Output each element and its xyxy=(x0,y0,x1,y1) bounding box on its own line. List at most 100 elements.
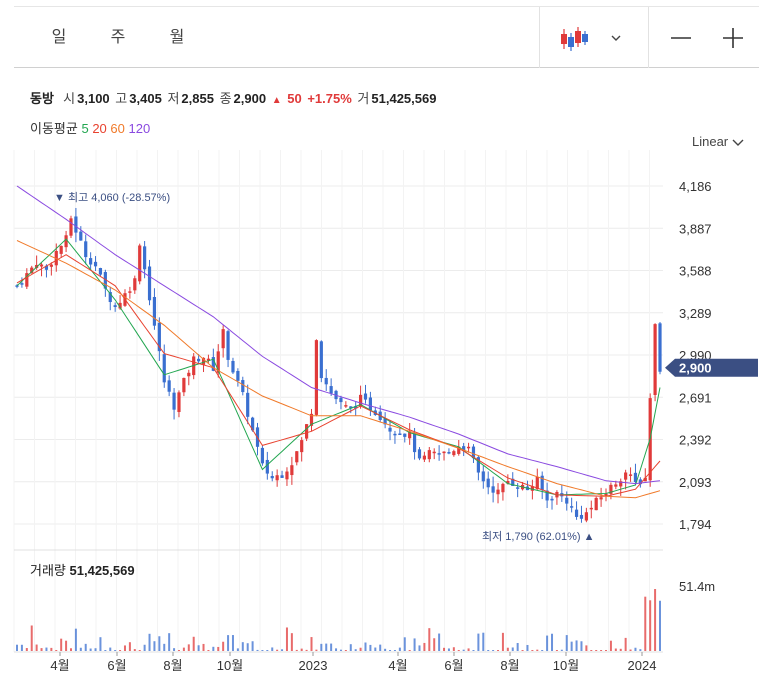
candle-body xyxy=(98,268,103,275)
candle-body xyxy=(15,285,19,287)
volume-bar xyxy=(69,648,72,651)
candle-body xyxy=(147,266,152,301)
volume-bar xyxy=(173,648,176,651)
candle-body xyxy=(349,406,353,409)
volume-bar xyxy=(605,650,608,651)
volume-bar xyxy=(585,645,588,651)
zoom-out-button[interactable] xyxy=(666,23,696,53)
volume-bar xyxy=(325,643,328,651)
high-label: 고 xyxy=(115,91,128,106)
volume-bar xyxy=(497,650,500,651)
scale-dropdown[interactable]: Linear xyxy=(692,134,744,149)
volume-label: 거 xyxy=(357,91,370,106)
chart-type-dropdown[interactable] xyxy=(558,25,638,53)
candle-body xyxy=(260,447,265,464)
volume-bar xyxy=(133,649,136,651)
volume-bar xyxy=(168,633,171,651)
candle-body xyxy=(545,490,549,501)
candle-body xyxy=(138,245,142,282)
volume-bar xyxy=(79,647,82,651)
tab-weekly[interactable]: 주 xyxy=(110,29,126,46)
volume-bar xyxy=(158,636,161,651)
volume-bar xyxy=(227,635,230,651)
ma-line-120 xyxy=(16,185,661,485)
candle-body xyxy=(393,433,397,436)
candle-body xyxy=(550,498,554,501)
candle-body xyxy=(579,514,584,519)
volume-bar xyxy=(99,637,102,651)
volume-bar xyxy=(536,649,539,651)
volume-bar xyxy=(65,640,68,651)
volume-bar xyxy=(153,641,156,651)
change-arrow-icon: ▲ xyxy=(271,95,282,106)
open-label: 시 xyxy=(63,91,76,106)
candle-body xyxy=(604,493,608,497)
candle-body xyxy=(152,296,157,326)
candle-body xyxy=(619,481,623,487)
candle-body xyxy=(108,292,112,303)
tab-daily[interactable]: 일 xyxy=(51,29,67,46)
high-value: 3,405 xyxy=(129,91,162,106)
candle-body xyxy=(471,446,476,459)
ma-20: 20 xyxy=(92,121,107,136)
candle-body xyxy=(354,406,358,409)
candle-body xyxy=(442,451,446,454)
candle-body xyxy=(383,418,387,425)
volume-bar xyxy=(516,643,519,651)
volume-bar xyxy=(30,625,33,651)
volume-bar xyxy=(310,637,313,651)
volume-bar xyxy=(560,649,563,651)
candle-body xyxy=(30,267,34,274)
volume-bar xyxy=(600,650,603,651)
volume-bar xyxy=(654,589,657,651)
chevron-down-icon xyxy=(732,139,744,146)
volume-bar xyxy=(565,635,568,651)
candle-body xyxy=(280,475,284,478)
candle-body xyxy=(246,392,250,417)
min-annotation: 최저 1,790 (62.01%) ▲ xyxy=(482,530,594,543)
ma-line-20 xyxy=(16,254,661,497)
volume-bar xyxy=(595,650,598,651)
candle-body xyxy=(231,360,235,373)
candle-body xyxy=(226,331,230,360)
candle-body xyxy=(251,417,255,431)
candle-body xyxy=(481,471,485,482)
candle-body xyxy=(638,479,642,485)
candle-body xyxy=(103,272,107,289)
volume-bar xyxy=(236,648,239,651)
candle-body xyxy=(265,459,269,474)
candle-body xyxy=(236,370,240,381)
candle-body xyxy=(221,329,225,349)
volume-bar xyxy=(143,644,146,651)
candle-body xyxy=(197,358,201,362)
candle-body xyxy=(44,265,49,270)
candle-body xyxy=(300,440,304,453)
max-annotation: ▼ 최고 4,060 (-28.57%) xyxy=(54,191,170,204)
zoom-in-button[interactable] xyxy=(718,23,748,53)
candle-body xyxy=(177,392,181,413)
candle-body xyxy=(206,358,211,361)
toolbar-divider xyxy=(648,7,649,68)
volume-bar xyxy=(359,647,362,651)
candle-body xyxy=(216,351,220,373)
volume-bar xyxy=(389,650,392,651)
close-label: 종 xyxy=(219,91,232,106)
volume-bar xyxy=(94,648,97,651)
volume-bar xyxy=(84,643,87,651)
candle-body xyxy=(39,264,44,267)
candle-body xyxy=(344,405,348,407)
volume-bar xyxy=(246,643,249,651)
candle-body xyxy=(270,476,274,479)
volume-bar xyxy=(320,643,323,651)
volume-bar xyxy=(624,637,627,651)
volume-bar xyxy=(163,643,166,651)
chevron-down-icon xyxy=(611,35,621,41)
volume-bar xyxy=(285,627,288,651)
ma-60: 60 xyxy=(110,121,125,136)
candle-body xyxy=(614,484,618,487)
candle-body xyxy=(574,509,579,517)
volume-bar xyxy=(629,649,632,651)
tab-monthly[interactable]: 월 xyxy=(169,29,185,46)
volume-bar xyxy=(472,650,475,651)
